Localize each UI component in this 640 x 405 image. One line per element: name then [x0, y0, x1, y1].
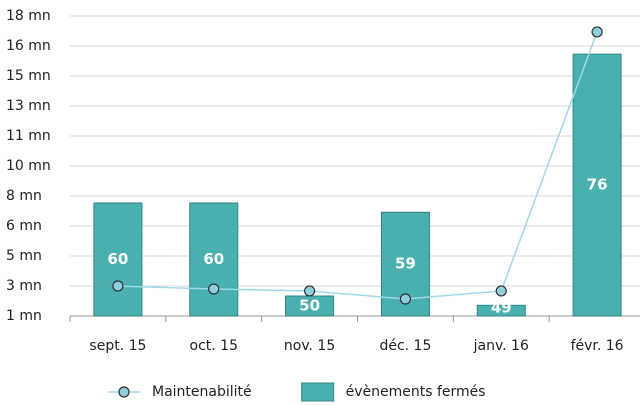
y-tick-label: 18 mn — [6, 8, 51, 24]
marker — [208, 283, 220, 295]
y-tick-label: 15 mn — [6, 68, 51, 84]
value-label: 50 — [299, 297, 320, 315]
line — [117, 31, 598, 300]
legend-label: évènements fermés — [346, 384, 486, 400]
bar — [476, 304, 526, 317]
x-tick-label: sept. 15 — [89, 338, 146, 354]
bar — [572, 53, 622, 317]
y-tick-label: 5 mn — [6, 248, 42, 264]
y-tick-label: 3 mn — [6, 278, 42, 294]
legend-marker — [118, 386, 130, 398]
y-tick-label: 11 mn — [6, 128, 51, 144]
x-tick-label: févr. 16 — [571, 338, 624, 354]
marker — [495, 285, 507, 297]
x-tick-label: janv. 16 — [473, 338, 529, 354]
legend-swatch — [301, 382, 335, 402]
y-tick-label: 6 mn — [6, 218, 42, 234]
value-label: 59 — [395, 255, 416, 273]
value-label: 49 — [491, 299, 512, 317]
marker — [399, 293, 412, 305]
value-label: 60 — [107, 250, 128, 268]
y-tick-label: 8 mn — [6, 188, 42, 204]
y-tick-label: 13 mn — [6, 98, 51, 114]
marker — [303, 285, 316, 297]
marker — [112, 280, 124, 292]
bar — [93, 202, 143, 317]
x-tick-label: nov. 15 — [284, 338, 335, 354]
y-tick-label: 10 mn — [6, 158, 51, 174]
marker — [591, 26, 603, 38]
value-label: 60 — [203, 250, 224, 268]
value-label: 76 — [587, 176, 608, 194]
x-tick-label: déc. 15 — [379, 338, 431, 354]
bar — [189, 202, 239, 317]
y-tick-label: 1 mn — [6, 308, 42, 324]
y-tick-label: 16 mn — [6, 38, 51, 54]
legend-label: Maintenabilité — [152, 384, 252, 400]
x-tick-label: oct. 15 — [190, 338, 238, 354]
